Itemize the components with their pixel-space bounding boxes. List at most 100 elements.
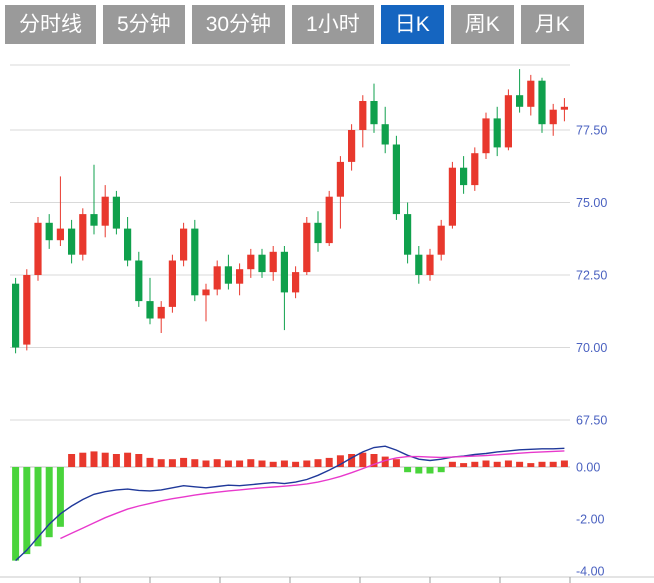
- macd-histogram-bar: [56, 467, 64, 527]
- candle: [45, 214, 53, 249]
- candle: [157, 301, 165, 333]
- candle-body: [135, 260, 143, 302]
- macd-histogram-bar: [247, 459, 255, 467]
- candle-body: [359, 101, 367, 130]
- candle: [90, 164, 98, 235]
- candle-body: [504, 95, 512, 148]
- candle-body: [392, 144, 400, 215]
- candle-body: [101, 196, 109, 226]
- candle: [336, 156, 344, 229]
- candle: [381, 106, 389, 154]
- candle-body: [448, 167, 456, 226]
- candle-body: [336, 161, 344, 197]
- macd-histogram-bar: [392, 459, 400, 467]
- candle-body: [370, 101, 378, 125]
- candle-body: [124, 228, 132, 261]
- candle: [236, 263, 244, 296]
- candle-body: [236, 269, 244, 284]
- candle: [112, 190, 120, 235]
- candle: [135, 251, 143, 307]
- candle-body: [202, 289, 210, 296]
- tab-daily-k[interactable]: 日K: [380, 5, 444, 44]
- macd-histogram-bar: [527, 463, 535, 467]
- candle: [23, 269, 31, 351]
- candle: [370, 83, 378, 133]
- candle: [258, 248, 266, 278]
- candle-body: [460, 167, 468, 186]
- candle: [56, 176, 64, 246]
- candle-body: [437, 225, 445, 255]
- candle: [482, 112, 490, 159]
- macd-histogram-bar: [236, 460, 244, 467]
- macd-histogram-bar: [68, 454, 76, 467]
- candle-body: [527, 80, 535, 107]
- price-axis-label: 70.00: [576, 341, 607, 355]
- tab-5min[interactable]: 5分钟: [103, 5, 185, 44]
- macd-histogram-bar: [124, 452, 132, 467]
- candle: [549, 103, 557, 136]
- candle: [180, 222, 188, 267]
- candle-body: [303, 222, 311, 273]
- macd-dif-line: [15, 445, 565, 562]
- macd-histogram-bar: [426, 467, 434, 474]
- candle-body: [292, 272, 300, 293]
- macd-histogram-bar: [471, 461, 479, 467]
- price-panel: 77.50 75.00 72.50 70.00 67.50: [10, 64, 607, 428]
- tab-monthly-k[interactable]: 月K: [520, 5, 584, 44]
- candle: [168, 254, 176, 313]
- macd-histogram-bar: [460, 463, 468, 467]
- candle: [426, 248, 434, 281]
- macd-histogram-bar: [314, 459, 322, 467]
- macd-axis-label: -2.00: [576, 513, 605, 527]
- candle: [224, 254, 232, 290]
- candle: [504, 89, 512, 151]
- candle: [325, 190, 333, 246]
- candle-body: [23, 275, 31, 345]
- candle-body: [426, 254, 434, 275]
- tab-weekly-k[interactable]: 周K: [450, 5, 514, 44]
- macd-histogram-bar: [415, 467, 423, 474]
- candle-body: [381, 124, 389, 145]
- candle: [348, 124, 356, 171]
- tab-1hour[interactable]: 1小时: [292, 5, 374, 44]
- macd-histogram-bar: [213, 459, 221, 467]
- candle: [560, 98, 568, 122]
- candle: [202, 283, 210, 322]
- candle: [292, 266, 300, 299]
- macd-histogram-bar: [381, 456, 389, 467]
- macd-histogram-bar: [549, 461, 557, 467]
- macd-histogram-bar: [370, 454, 378, 467]
- price-axis-label: 72.50: [576, 269, 607, 283]
- candle: [213, 260, 221, 296]
- macd-histogram-bar: [168, 459, 176, 467]
- candle-body: [56, 228, 64, 241]
- candle: [34, 217, 42, 281]
- candle-body: [146, 301, 154, 319]
- tab-time-sharing-line[interactable]: 分时线: [5, 5, 96, 44]
- candle-body: [112, 196, 120, 229]
- candle-body: [348, 130, 356, 162]
- macd-histogram-bar: [437, 467, 445, 473]
- macd-histogram-bar: [336, 455, 344, 467]
- candle: [448, 161, 456, 229]
- macd-histogram-bar: [292, 461, 300, 467]
- candle: [460, 156, 468, 194]
- candle-body: [404, 214, 412, 255]
- macd-histogram-bar: [516, 461, 524, 467]
- candle-body: [79, 214, 87, 255]
- candle-body: [314, 222, 322, 244]
- candle: [79, 208, 87, 261]
- candle-body: [280, 251, 288, 293]
- candle-body: [471, 153, 479, 186]
- candle: [124, 217, 132, 267]
- macd-histogram-bar: [269, 461, 277, 467]
- macd-histogram-bar: [135, 454, 143, 467]
- tab-30min[interactable]: 30分钟: [191, 5, 286, 44]
- macd-histogram-bar: [359, 452, 367, 467]
- candle-body: [34, 222, 42, 275]
- macd-histogram-bar: [45, 467, 53, 538]
- candle-body: [538, 80, 546, 125]
- candle-body: [191, 228, 199, 296]
- candle-body: [157, 306, 165, 319]
